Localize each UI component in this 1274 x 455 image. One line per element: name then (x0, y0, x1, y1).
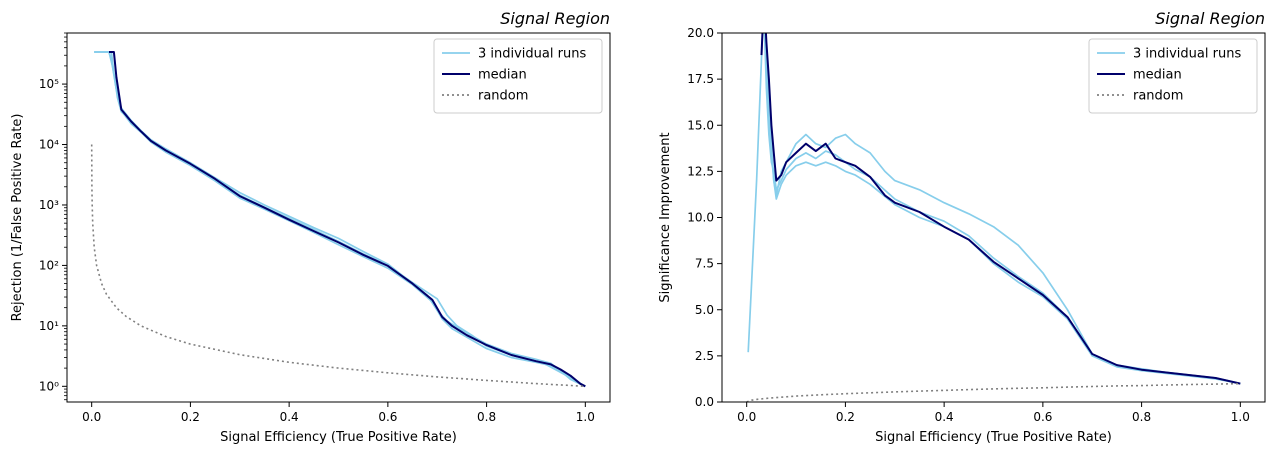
legend-label: random (478, 89, 528, 104)
legend: 3 individual runs median random (433, 38, 603, 114)
plot-area (90, 51, 586, 388)
legend-label: 3 individual runs (478, 47, 586, 62)
legend-label: median (1133, 68, 1182, 83)
x-tick-label: 0.8 (1132, 410, 1151, 424)
y-tick-label: 0.0 (695, 395, 714, 409)
x-tick-label: 0.0 (737, 410, 756, 424)
series-line-random-5 (90, 144, 586, 388)
y-tick-label: 17.5 (687, 72, 714, 86)
y-tick-label: 7.5 (695, 257, 714, 271)
legend-label: median (478, 68, 527, 83)
y-axis-label: Significance Improvement (658, 132, 673, 302)
series-line-median-4 (109, 51, 586, 388)
legend: 3 individual runs median random (1088, 38, 1258, 114)
legend-label: 3 individual runs (1133, 47, 1241, 62)
y-tick-label: 10.0 (687, 211, 714, 225)
x-tick-label: 0.4 (935, 410, 954, 424)
y-axis-label: Rejection (1/False Positive Rate) (10, 114, 25, 322)
chart-title: Signal Region (500, 9, 610, 28)
axes-frame (66, 32, 611, 403)
plot-area (746, 33, 1241, 402)
chart-panel-1: 0.0 0.2 0.4 0.6 0.8 1.0 10⁰ 10¹ 10² 10³ 10⁴ 10⁵ Sign… (10, 9, 611, 445)
legend-box (433, 38, 603, 114)
y-tick-label: 10¹ (39, 319, 59, 333)
legend-box (1088, 38, 1258, 114)
legend-label: random (1133, 89, 1183, 104)
y-tick-label: 15.0 (687, 118, 714, 132)
y-tick-label: 10⁵ (39, 77, 59, 91)
x-axis-label: Signal Efficiency (True Positive Rate) (875, 430, 1112, 445)
y-tick-label: 5.0 (695, 303, 714, 317)
chart-panel-2: 0.0 0.2 0.4 0.6 0.8 1.0 0.0 2.5 5.0 7.5 10.0 12.5 15… (658, 9, 1266, 445)
x-tick-label: 0.6 (1033, 410, 1052, 424)
x-tick-label: 0.4 (280, 410, 299, 424)
x-tick-label: 1.0 (1231, 410, 1250, 424)
y-tick-label: 10⁰ (39, 379, 59, 393)
y-tick-label: 10⁴ (39, 138, 59, 152)
series-line-3-individual-runs-2 (764, 33, 1241, 385)
x-tick-label: 0.2 (836, 410, 855, 424)
y-tick-label: 20.0 (687, 26, 714, 40)
x-tick-label: 0.2 (181, 410, 200, 424)
y-tick-label: 2.5 (695, 349, 714, 363)
x-tick-label: 0.8 (477, 410, 496, 424)
x-tick-label: 0.0 (82, 410, 101, 424)
series-line-random-5 (746, 382, 1241, 402)
chart-title: Signal Region (1155, 9, 1265, 28)
x-axis-label: Signal Efficiency (True Positive Rate) (220, 430, 457, 445)
x-tick-label: 1.0 (576, 410, 595, 424)
series-line-median-4 (760, 33, 1241, 385)
y-tick-label: 12.5 (687, 164, 714, 178)
y-tick-label: 10³ (39, 198, 59, 212)
y-tick-label: 10² (39, 258, 59, 272)
x-tick-label: 0.6 (378, 410, 397, 424)
